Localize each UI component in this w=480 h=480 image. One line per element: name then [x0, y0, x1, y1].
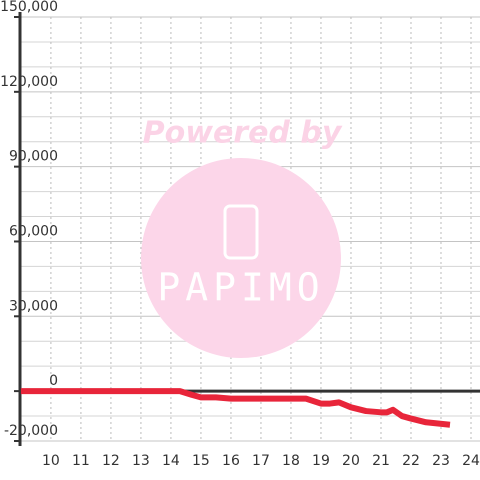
watermark-phone: [223, 204, 259, 260]
y-tick-label: 30,000: [9, 298, 58, 314]
x-tick-label: 16: [222, 453, 240, 469]
x-tick-label: 19: [312, 453, 330, 469]
watermark-title: Powered by: [143, 116, 343, 151]
data-line: [20, 388, 451, 428]
x-tick-label: 14: [162, 453, 180, 469]
x-tick-label: 10: [42, 453, 60, 469]
y-tick-label: 150,000: [0, 0, 58, 15]
y-tick-label: 60,000: [9, 223, 58, 239]
x-tick-label: 11: [72, 453, 90, 469]
x-tick-label: 17: [252, 453, 270, 469]
x-tick-label: 12: [102, 453, 120, 469]
x-tick-label: 18: [282, 453, 300, 469]
y-tick-label: -20,000: [4, 423, 58, 439]
x-tick-label: 21: [372, 453, 390, 469]
y-tick-label: 90,000: [9, 149, 58, 165]
x-tick-label: 22: [402, 453, 420, 469]
y-tick-label: 120,000: [0, 74, 58, 90]
x-tick-label: 13: [132, 453, 150, 469]
x-tick-label: 24: [462, 453, 480, 469]
x-tick-label: 20: [342, 453, 360, 469]
watermark-brand: PAPIMO: [157, 266, 324, 310]
x-tick-label: 23: [432, 453, 450, 469]
y-tick-label: 0: [49, 373, 58, 389]
x-tick-label: 15: [192, 453, 210, 469]
